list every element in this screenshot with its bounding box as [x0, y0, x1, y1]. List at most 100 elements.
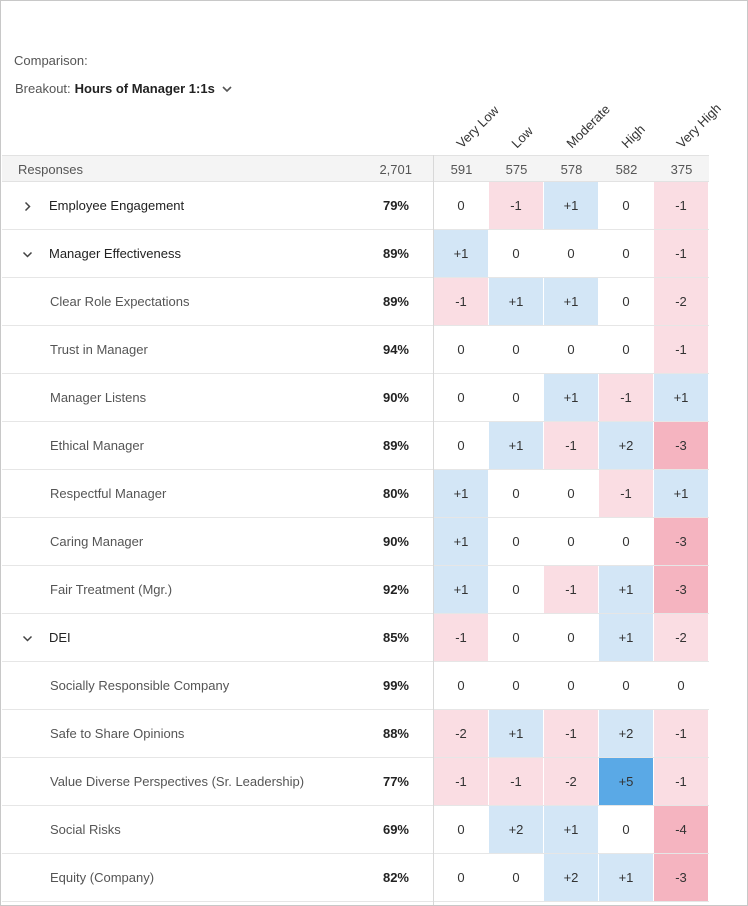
comparison-cell[interactable]: 0	[599, 662, 653, 709]
comparison-cell[interactable]: +1	[434, 566, 488, 613]
comparison-cell[interactable]: -1	[489, 182, 543, 229]
comparison-cell[interactable]: -1	[544, 422, 598, 469]
comparison-cell[interactable]: 0	[434, 854, 488, 901]
comparison-cell[interactable]: +2	[599, 422, 653, 469]
comparison-cell[interactable]: +1	[544, 806, 598, 853]
table-row[interactable]: Respectful Manager 80% +1 0 0 -1 +1	[2, 470, 709, 518]
group-row[interactable]: DEI 85% -1 0 0 +1 -2	[2, 614, 709, 662]
comparison-cell[interactable]: -1	[544, 566, 598, 613]
comparison-cell[interactable]: +1	[599, 854, 653, 901]
table-row[interactable]: Clear Role Expectations 89% -1 +1 +1 0 -2	[2, 278, 709, 326]
comparison-cell[interactable]: +1	[434, 470, 488, 517]
comparison-cell[interactable]: 0	[489, 566, 543, 613]
comparison-cell[interactable]: +1	[434, 230, 488, 277]
comparison-cell[interactable]: +1	[544, 374, 598, 421]
comparison-cell[interactable]: -3	[654, 854, 708, 901]
comparison-cell[interactable]: +2	[599, 710, 653, 757]
comparison-cell[interactable]: 0	[434, 422, 488, 469]
comparison-cell[interactable]: 0	[654, 662, 708, 709]
comparison-cell[interactable]: -2	[654, 278, 708, 325]
comparison-cell[interactable]: 0	[544, 230, 598, 277]
table-row[interactable]: Social Risks 69% 0 +2 +1 0 -4	[2, 806, 709, 854]
comparison-cell[interactable]: 0	[489, 614, 543, 661]
comparison-cell[interactable]: 0	[489, 662, 543, 709]
comparison-cell[interactable]: -3	[654, 518, 708, 565]
breakout-selector[interactable]: Breakout: Hours of Manager 1:1s	[15, 81, 232, 96]
table-row[interactable]: Value Diverse Perspectives (Sr. Leadersh…	[2, 758, 709, 806]
table-row[interactable]: Safe to Share Opinions 88% -2 +1 -1 +2 -1	[2, 710, 709, 758]
comparison-cell[interactable]: -1	[654, 710, 708, 757]
comparison-cell[interactable]: 0	[599, 518, 653, 565]
row-label: Manager Listens	[50, 390, 147, 405]
comparison-cell[interactable]: +1	[544, 278, 598, 325]
comparison-cell[interactable]: 0	[544, 326, 598, 373]
comparison-cell[interactable]: -4	[654, 806, 708, 853]
comparison-cell[interactable]: -1	[434, 614, 488, 661]
chevron-right-icon[interactable]	[22, 201, 33, 212]
comparison-cell[interactable]: +1	[599, 614, 653, 661]
comparison-cell[interactable]: -1	[599, 470, 653, 517]
comparison-cell[interactable]: 0	[489, 470, 543, 517]
comparison-cell[interactable]: 0	[434, 326, 488, 373]
comparison-cell[interactable]: +1	[489, 710, 543, 757]
comparison-cell[interactable]: -1	[654, 230, 708, 277]
comparison-cell[interactable]: +1	[434, 518, 488, 565]
comparison-cell[interactable]: 0	[544, 470, 598, 517]
comparison-cell[interactable]: 0	[489, 518, 543, 565]
row-score: 69%	[382, 822, 409, 837]
comparison-cell[interactable]: +1	[654, 470, 708, 517]
comparison-cell[interactable]: +5	[599, 758, 653, 805]
comparison-cell[interactable]: +2	[544, 854, 598, 901]
comparison-cell[interactable]: 0	[434, 182, 488, 229]
comparison-cell[interactable]: -2	[434, 710, 488, 757]
table-row[interactable]: Fair Treatment (Mgr.) 92% +1 0 -1 +1 -3	[2, 566, 709, 614]
comparison-cell[interactable]: 0	[434, 662, 488, 709]
comparison-cell[interactable]: -1	[654, 182, 708, 229]
table-row[interactable]: Caring Manager 90% +1 0 0 0 -3	[2, 518, 709, 566]
comparison-cell[interactable]: 0	[599, 182, 653, 229]
comparison-cell[interactable]: 0	[434, 374, 488, 421]
comparison-cell[interactable]: -1	[599, 374, 653, 421]
comparison-cell[interactable]: +1	[654, 374, 708, 421]
comparison-cell[interactable]: +1	[489, 422, 543, 469]
chevron-down-icon[interactable]	[22, 633, 33, 644]
comparison-cell[interactable]: 0	[544, 518, 598, 565]
comparison-cell[interactable]: -1	[654, 326, 708, 373]
comparison-cell[interactable]: +1	[599, 566, 653, 613]
table-row[interactable]: Ethical Manager 89% 0 +1 -1 +2 -3	[2, 422, 709, 470]
comparison-cell[interactable]: 0	[599, 278, 653, 325]
table-row[interactable]: Equity (Company) 82% 0 0 +2 +1 -3	[2, 854, 709, 902]
comparison-cell[interactable]: +1	[489, 278, 543, 325]
comparison-cell[interactable]: -1	[434, 758, 488, 805]
column-header-label: Low	[508, 123, 536, 151]
table-row[interactable]: Manager Listens 90% 0 0 +1 -1 +1	[2, 374, 709, 422]
table-row[interactable]: Trust in Manager 94% 0 0 0 0 -1	[2, 326, 709, 374]
comparison-cell[interactable]: +2	[489, 806, 543, 853]
chevron-down-icon[interactable]	[22, 249, 33, 260]
comparison-cell[interactable]: 0	[434, 806, 488, 853]
comparison-cell[interactable]: 0	[544, 614, 598, 661]
comparison-cell[interactable]: -1	[654, 758, 708, 805]
comparison-cell[interactable]: +1	[544, 182, 598, 229]
chevron-down-icon[interactable]	[222, 84, 232, 94]
comparison-cell[interactable]: 0	[489, 854, 543, 901]
comparison-cell[interactable]: -2	[654, 614, 708, 661]
comparison-cell[interactable]: -2	[544, 758, 598, 805]
table-row[interactable]: Socially Responsible Company 99% 0 0 0 0 0	[2, 662, 709, 710]
comparison-cell[interactable]: -1	[489, 758, 543, 805]
comparison-cell[interactable]: 0	[599, 326, 653, 373]
row-label: Trust in Manager	[50, 342, 148, 357]
group-row[interactable]: Manager Effectiveness 89% +1 0 0 0 -1	[2, 230, 709, 278]
comparison-cell[interactable]: 0	[489, 230, 543, 277]
comparison-cell[interactable]: 0	[544, 662, 598, 709]
comparison-cell[interactable]: 0	[489, 374, 543, 421]
comparison-cell[interactable]: -3	[654, 422, 708, 469]
comparison-cell[interactable]: -1	[434, 278, 488, 325]
comparison-cell[interactable]: 0	[599, 230, 653, 277]
comparison-cell[interactable]: -3	[654, 566, 708, 613]
comparison-cell[interactable]: 0	[599, 806, 653, 853]
comparison-cell[interactable]: 0	[489, 326, 543, 373]
comparison-cell[interactable]: -1	[544, 710, 598, 757]
group-row[interactable]: Employee Engagement 79% 0 -1 +1 0 -1	[2, 182, 709, 230]
